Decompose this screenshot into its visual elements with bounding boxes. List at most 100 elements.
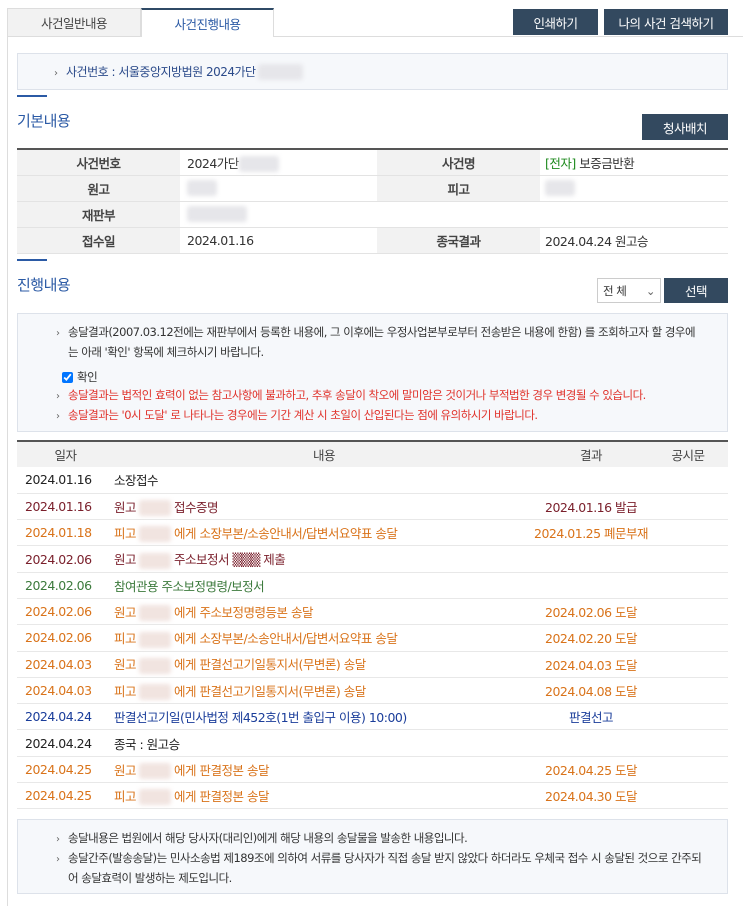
row-notice bbox=[648, 677, 728, 705]
row-content: 판결선고기일(민사법정 제452호(1번 출입구 이용) 10:00) bbox=[114, 710, 407, 726]
column-header-content: 내용 bbox=[114, 441, 534, 467]
table-row: 2024.04.25 피고 에게 판결정본 송달 2024.04.30 도달 bbox=[17, 782, 728, 810]
row-content-rest: 에게 주소보정명령등본 송달 bbox=[174, 604, 313, 620]
table-row: 2024.02.06 참여관용 주소보정명령/보정서 bbox=[17, 572, 728, 599]
row-result: 2024.04.25 도달 bbox=[534, 756, 649, 784]
case-number-header: 사건번호 : 서울중앙지방법원 2024가단 bbox=[48, 62, 256, 84]
row-content: 참여관용 주소보정명령/보정서 bbox=[114, 578, 265, 594]
row-content: 원고 bbox=[114, 552, 137, 568]
label: 사건번호 bbox=[17, 149, 180, 176]
redacted bbox=[139, 684, 172, 701]
footer-note: 송달간주(발송송달)는 민사소송법 제189조에 의하여 서류를 당사자가 직접… bbox=[50, 848, 703, 888]
row-notice bbox=[648, 467, 728, 494]
row-notice bbox=[648, 493, 728, 521]
final-result: 2024.04.24 원고승 bbox=[540, 227, 728, 254]
basic-section-title: 기본내용 bbox=[17, 95, 71, 130]
table-row: 2024.01.18 피고 에게 소장부본/소송안내서/답변서요약표 송달 202… bbox=[17, 519, 728, 547]
label: 원고 bbox=[17, 175, 180, 202]
redacted bbox=[139, 763, 172, 780]
label: 사건명 bbox=[377, 149, 540, 176]
redacted bbox=[139, 552, 172, 569]
row-content: 원고 bbox=[114, 657, 137, 673]
row-notice bbox=[648, 729, 728, 757]
row-notice bbox=[648, 624, 728, 652]
row-result: 2024.02.06 도달 bbox=[534, 598, 649, 626]
content-frame bbox=[7, 36, 743, 906]
row-result: 2024.01.16 발급 bbox=[534, 493, 649, 521]
row-content-rest: 접수증명 bbox=[174, 499, 219, 515]
row-result: 판결선고 bbox=[534, 703, 649, 731]
filter-select[interactable]: 전 체 ⌄ bbox=[597, 278, 661, 303]
chevron-down-icon: ⌄ bbox=[645, 283, 656, 298]
tab-case-progress[interactable]: 사건진행내용 bbox=[141, 8, 274, 37]
row-notice bbox=[648, 545, 728, 573]
footer-notes-box: 송달내용은 법원에서 해당 당사자(대리인)에게 해당 내용의 송달물을 발송한… bbox=[17, 819, 728, 894]
table-row: 2024.04.03 피고 에게 판결선고기일통지서(무변론) 송달 2024.0… bbox=[17, 677, 728, 705]
notice-box: 송달결과(2007.03.12전에는 재판부에서 등록한 내용에, 그 이후에는… bbox=[17, 313, 728, 432]
confirm-checkbox[interactable] bbox=[62, 371, 73, 383]
row-date: 2024.04.03 bbox=[17, 677, 114, 705]
redacted bbox=[139, 657, 172, 674]
row-notice bbox=[648, 782, 728, 810]
redacted bbox=[139, 605, 172, 622]
row-result: 2024.04.08 도달 bbox=[534, 677, 649, 705]
progress-table: 일자 내용 결과 공시문 2024.01.16 소장접수 2024.01.16 … bbox=[17, 440, 728, 810]
row-content-rest: 에게 판결선고기일통지서(무변론) 송달 bbox=[174, 657, 366, 673]
table-row: 2024.02.06 원고 주소보정서 ▒▒▒ 제출 bbox=[17, 545, 728, 573]
row-result: 2024.02.20 도달 bbox=[534, 624, 649, 652]
row-date: 2024.02.06 bbox=[17, 545, 114, 573]
row-result bbox=[534, 545, 649, 573]
filed-date: 2024.01.16 bbox=[180, 227, 377, 254]
electronic-tag: [전자] bbox=[545, 155, 576, 171]
table-row: 2024.01.16 원고 접수증명 2024.01.16 발급 bbox=[17, 493, 728, 521]
row-date: 2024.01.16 bbox=[17, 493, 114, 521]
row-notice bbox=[648, 703, 728, 731]
row-content: 종국 : 원고승 bbox=[114, 736, 180, 752]
row-content-rest: 에게 판결정본 송달 bbox=[174, 762, 269, 778]
filter-value: 전 체 bbox=[603, 283, 627, 298]
row-content-rest: 주소보정서 ▒▒▒ 제출 bbox=[174, 552, 286, 568]
table-row: 2024.01.16 소장접수 bbox=[17, 467, 728, 494]
table-row: 2024.04.24 판결선고기일(민사법정 제452호(1번 출입구 이용) … bbox=[17, 703, 728, 731]
courthouse-map-button[interactable]: 청사배치 bbox=[642, 114, 728, 140]
warning-text: 송달결과는 법적인 효력이 없는 참고사항에 불과하고, 추후 송달이 착오에 … bbox=[50, 385, 703, 407]
warning-text: 송달결과는 '0시 도달' 로 나타나는 경우에는 기간 계산 시 초일이 산입… bbox=[50, 405, 703, 427]
column-header-result: 결과 bbox=[534, 441, 649, 467]
label: 피고 bbox=[377, 175, 540, 202]
row-notice bbox=[648, 598, 728, 626]
redacted bbox=[187, 180, 217, 197]
row-notice bbox=[648, 756, 728, 784]
row-date: 2024.04.24 bbox=[17, 703, 114, 731]
table-row: 2024.04.03 원고 에게 판결선고기일통지서(무변론) 송달 2024.0… bbox=[17, 651, 728, 678]
redacted bbox=[139, 500, 172, 517]
print-button[interactable]: 인쇄하기 bbox=[513, 9, 598, 35]
row-result: 2024.01.25 폐문부재 bbox=[534, 519, 649, 547]
row-result: 2024.04.30 도달 bbox=[534, 782, 649, 810]
row-date: 2024.04.03 bbox=[17, 651, 114, 678]
column-header-notice: 공시문 bbox=[648, 441, 728, 467]
row-content: 소장접수 bbox=[114, 473, 159, 489]
row-content-rest: 에게 판결선고기일통지서(무변론) 송달 bbox=[174, 683, 366, 699]
confirm-label: 확인 bbox=[77, 370, 98, 384]
progress-section-title: 진행내용 bbox=[17, 259, 71, 294]
case-number-box: 사건번호 : 서울중앙지방법원 2024가단 bbox=[17, 53, 728, 90]
row-date: 2024.02.06 bbox=[17, 572, 114, 599]
redacted bbox=[139, 631, 172, 648]
row-content: 원고 bbox=[114, 604, 137, 620]
row-notice bbox=[648, 572, 728, 599]
label: 접수일 bbox=[17, 227, 180, 254]
row-content: 피고 bbox=[114, 525, 137, 541]
row-content-rest: 에게 판결정본 송달 bbox=[174, 788, 269, 804]
row-date: 2024.04.24 bbox=[17, 729, 114, 757]
row-date: 2024.01.16 bbox=[17, 467, 114, 494]
my-case-search-button[interactable]: 나의 사건 검색하기 bbox=[604, 9, 728, 35]
row-date: 2024.02.06 bbox=[17, 598, 114, 626]
case-name-value: 보증금반환 bbox=[579, 155, 635, 171]
select-button[interactable]: 선택 bbox=[664, 278, 728, 303]
tab-case-general[interactable]: 사건일반내용 bbox=[7, 8, 141, 37]
table-row: 2024.04.25 원고 에게 판결정본 송달 2024.04.25 도달 bbox=[17, 756, 728, 784]
row-date: 2024.02.06 bbox=[17, 624, 114, 652]
row-content-rest: 에게 소장부본/소송안내서/답변서요약표 송달 bbox=[174, 525, 398, 541]
column-header-date: 일자 bbox=[17, 441, 114, 467]
row-date: 2024.04.25 bbox=[17, 782, 114, 810]
